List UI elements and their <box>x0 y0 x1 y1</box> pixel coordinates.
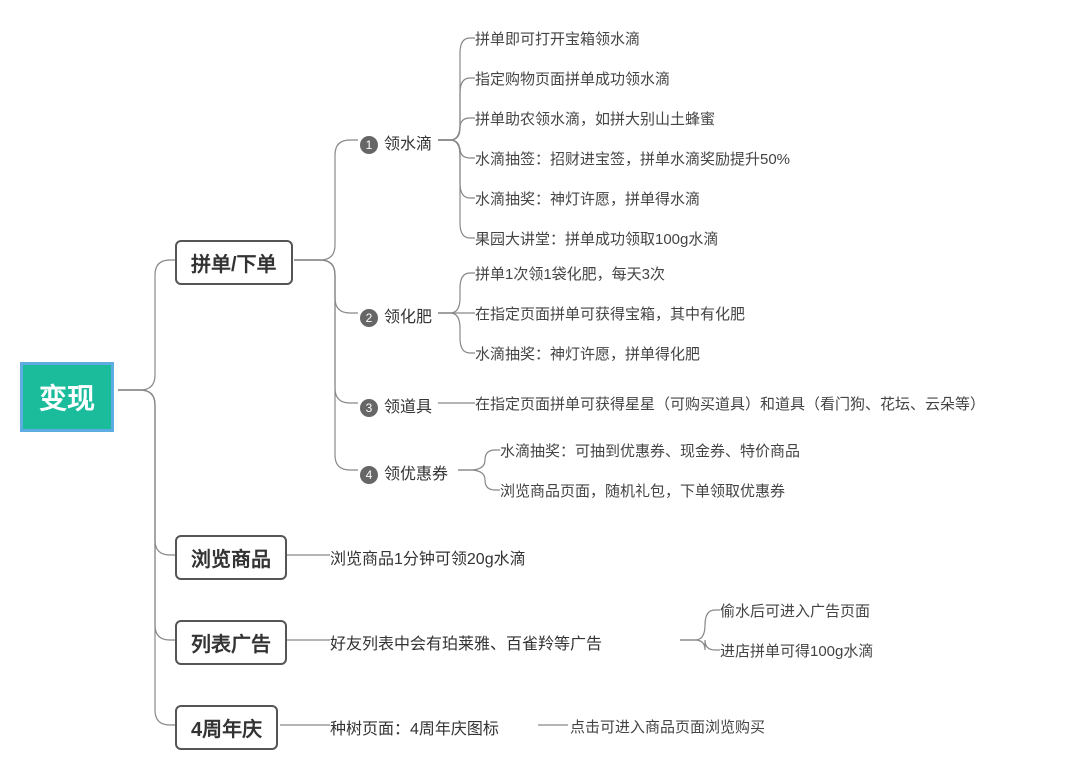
num-badge: 2 <box>360 309 378 327</box>
branch-node-b2[interactable]: 浏览商品 <box>175 535 287 580</box>
extra-b4: 点击可进入商品页面浏览购买 <box>570 716 765 737</box>
leaf-s1-1: 指定购物页面拼单成功领水滴 <box>475 68 670 89</box>
leaf-s1-5: 果园大讲堂：拼单成功领取100g水滴 <box>475 228 718 249</box>
detail-b3: 好友列表中会有珀莱雅、百雀羚等广告 <box>330 630 602 654</box>
num-badge: 4 <box>360 466 378 484</box>
sub-label: 领优惠券 <box>384 466 448 483</box>
branch-node-b4[interactable]: 4周年庆 <box>175 705 278 750</box>
branch-label: 列表广告 <box>191 634 271 656</box>
leaf-s2-1: 在指定页面拼单可获得宝箱，其中有化肥 <box>475 303 745 324</box>
sub-node-s4[interactable]: 4 领优惠券 <box>360 460 448 484</box>
branch-node-b3[interactable]: 列表广告 <box>175 620 287 665</box>
leaf-s4-1: 浏览商品页面，随机礼包，下单领取优惠券 <box>500 480 785 501</box>
num-badge: 1 <box>360 136 378 154</box>
leaf-s1-3: 水滴抽签：招财进宝签，拼单水滴奖励提升50% <box>475 148 790 169</box>
detail-b2: 浏览商品1分钟可领20g水滴 <box>330 545 526 569</box>
sub-label: 领化肥 <box>384 309 432 326</box>
leaf-s1-0: 拼单即可打开宝箱领水滴 <box>475 28 640 49</box>
root-node[interactable]: 变现 <box>20 362 114 432</box>
num-badge: 3 <box>360 399 378 417</box>
leaf-s2-2: 水滴抽奖：神灯许愿，拼单得化肥 <box>475 343 700 364</box>
detail-b4: 种树页面：4周年庆图标 <box>330 715 499 739</box>
leaf-b3-1: 进店拼单可得100g水滴 <box>720 640 873 661</box>
root-label: 变现 <box>39 383 95 414</box>
leaf-s3-0: 在指定页面拼单可获得星星（可购买道具）和道具（看门狗、花坛、云朵等） <box>475 393 985 414</box>
branch-label: 拼单/下单 <box>191 254 277 276</box>
leaf-s1-4: 水滴抽奖：神灯许愿，拼单得水滴 <box>475 188 700 209</box>
sub-node-s1[interactable]: 1 领水滴 <box>360 130 432 154</box>
leaf-s4-0: 水滴抽奖：可抽到优惠券、现金券、特价商品 <box>500 440 800 461</box>
branch-label: 浏览商品 <box>191 549 271 571</box>
leaf-s1-2: 拼单助农领水滴，如拼大别山土蜂蜜 <box>475 108 715 129</box>
sub-label: 领水滴 <box>384 136 432 153</box>
branch-label: 4周年庆 <box>191 719 262 741</box>
sub-node-s2[interactable]: 2 领化肥 <box>360 303 432 327</box>
sub-label: 领道具 <box>384 399 432 416</box>
branch-node-b1[interactable]: 拼单/下单 <box>175 240 293 285</box>
sub-node-s3[interactable]: 3 领道具 <box>360 393 432 417</box>
leaf-s2-0: 拼单1次领1袋化肥，每天3次 <box>475 263 665 284</box>
leaf-b3-0: 偷水后可进入广告页面 <box>720 600 870 621</box>
